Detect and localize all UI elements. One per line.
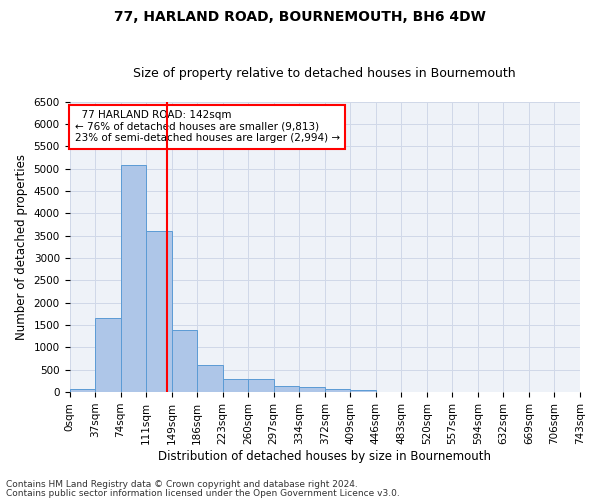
- Bar: [95, 318, 121, 392]
- X-axis label: Distribution of detached houses by size in Bournemouth: Distribution of detached houses by size …: [158, 450, 491, 462]
- Bar: [325, 388, 350, 392]
- Bar: [197, 365, 223, 392]
- Title: Size of property relative to detached houses in Bournemouth: Size of property relative to detached ho…: [133, 66, 516, 80]
- Text: Contains public sector information licensed under the Open Government Licence v3: Contains public sector information licen…: [6, 488, 400, 498]
- Bar: [299, 387, 325, 392]
- Bar: [146, 231, 172, 392]
- Bar: [223, 379, 248, 392]
- Bar: [70, 388, 95, 392]
- Text: Contains HM Land Registry data © Crown copyright and database right 2024.: Contains HM Land Registry data © Crown c…: [6, 480, 358, 489]
- Bar: [274, 386, 299, 392]
- Bar: [172, 330, 197, 392]
- Bar: [121, 166, 146, 392]
- Bar: [248, 379, 274, 392]
- Y-axis label: Number of detached properties: Number of detached properties: [15, 154, 28, 340]
- Text: 77 HARLAND ROAD: 142sqm
← 76% of detached houses are smaller (9,813)
23% of semi: 77 HARLAND ROAD: 142sqm ← 76% of detache…: [74, 110, 340, 144]
- Bar: [350, 390, 376, 392]
- Text: 77, HARLAND ROAD, BOURNEMOUTH, BH6 4DW: 77, HARLAND ROAD, BOURNEMOUTH, BH6 4DW: [114, 10, 486, 24]
